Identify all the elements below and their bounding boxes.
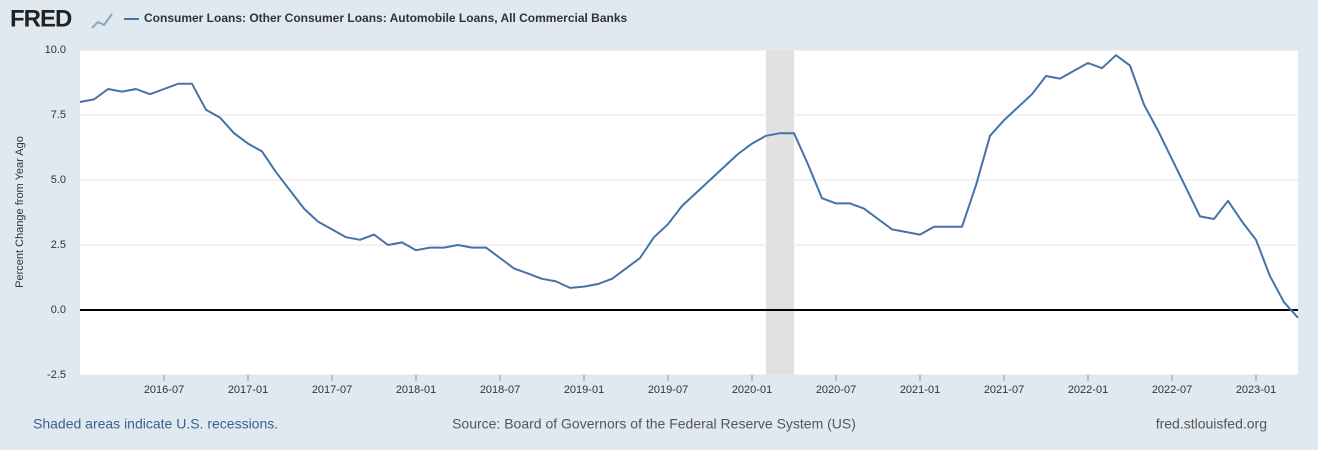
x-tick-label: 2020-01 (732, 384, 772, 396)
y-tick-label: 5.0 (51, 174, 66, 186)
recession-note[interactable]: Shaded areas indicate U.S. recessions. (33, 416, 278, 432)
x-tick-label: 2017-01 (228, 384, 268, 396)
legend-label: Consumer Loans: Other Consumer Loans: Au… (144, 11, 628, 25)
x-tick-label: 2020-07 (816, 384, 856, 396)
x-tick-label: 2018-07 (480, 384, 520, 396)
logo-icon (91, 13, 113, 29)
recession-shade (766, 50, 794, 375)
y-tick-label: -2.5 (47, 369, 66, 381)
x-tick-label: 2018-01 (396, 384, 436, 396)
plot-area (80, 50, 1298, 375)
series-line (79, 54, 1299, 319)
x-tick-label: 2016-07 (144, 384, 184, 396)
x-tick-label: 2022-01 (1068, 384, 1108, 396)
y-tick-label: 0.0 (51, 304, 66, 316)
x-tick-label: 2021-01 (900, 384, 940, 396)
x-tick-label: 2021-07 (984, 384, 1024, 396)
y-axis-label: Percent Change from Year Ago (14, 136, 26, 288)
y-tick-label: 10.0 (45, 44, 66, 56)
y-tick-label: 7.5 (51, 109, 66, 121)
x-tick-label: 2019-01 (564, 384, 604, 396)
source: Source: Board of Governors of the Federa… (452, 416, 856, 432)
logo: FRED (10, 5, 72, 32)
x-tick-label: 2023-01 (1236, 384, 1276, 396)
url[interactable]: fred.stlouisfed.org (1156, 416, 1267, 432)
x-tick-label: 2017-07 (312, 384, 352, 396)
y-tick-label: 2.5 (51, 239, 66, 251)
x-tick-label: 2019-07 (648, 384, 688, 396)
x-tick-label: 2022-07 (1152, 384, 1192, 396)
